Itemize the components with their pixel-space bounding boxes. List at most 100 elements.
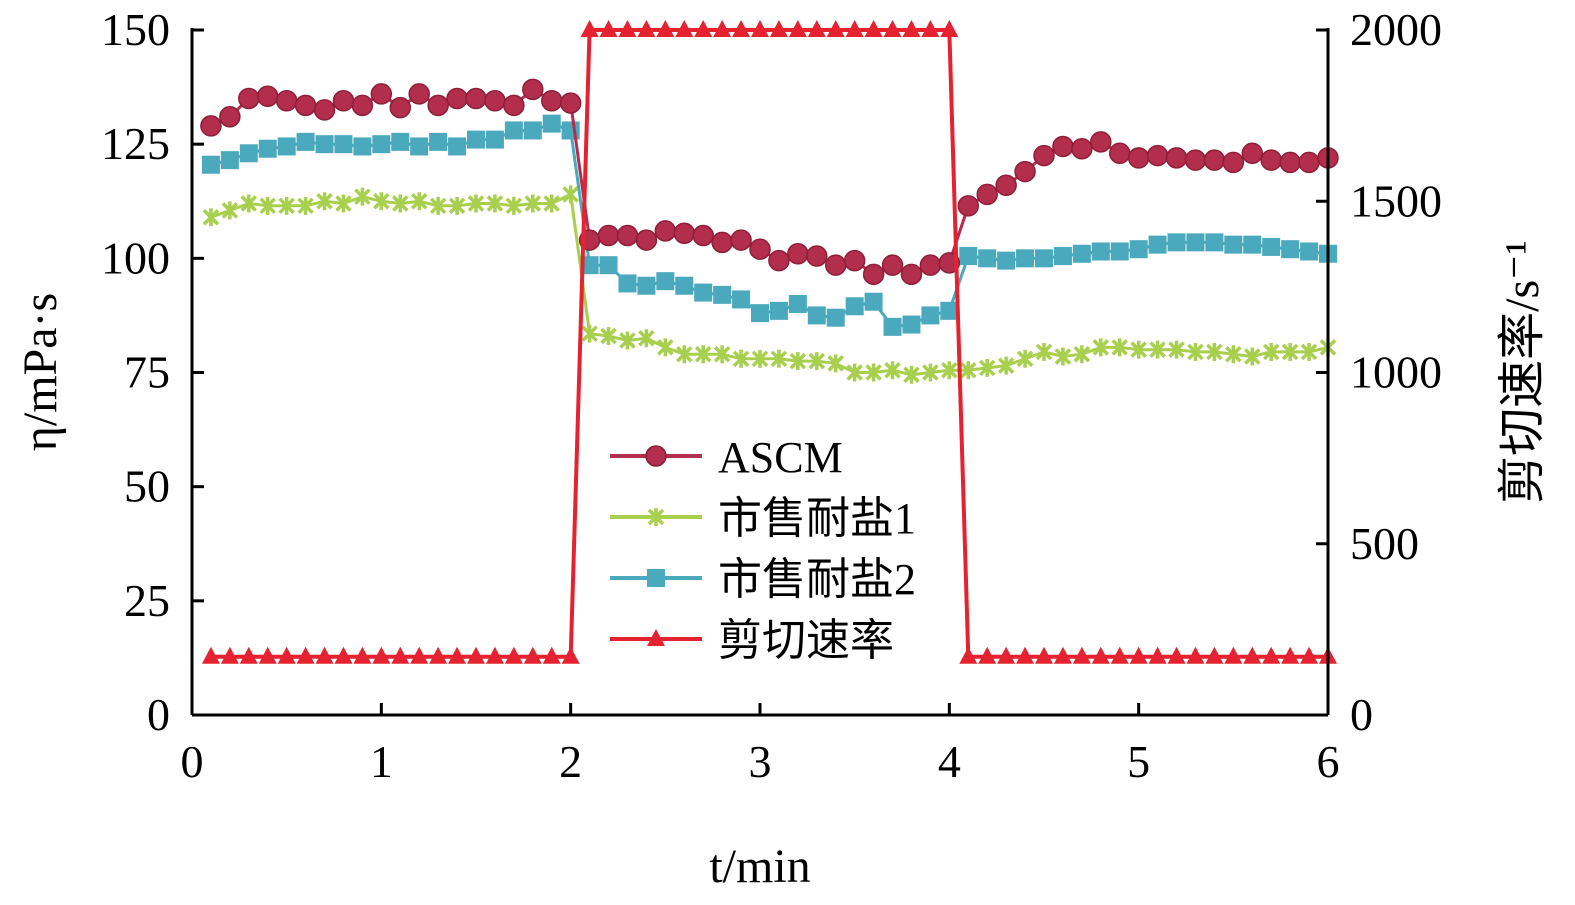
data-point bbox=[372, 135, 391, 154]
data-point bbox=[1243, 235, 1262, 254]
data-point bbox=[862, 263, 885, 286]
data-point bbox=[1130, 340, 1147, 359]
data-point bbox=[843, 249, 866, 272]
data-point bbox=[807, 20, 826, 37]
data-point bbox=[619, 331, 636, 350]
x-tick-label: 4 bbox=[938, 736, 961, 787]
data-point bbox=[826, 308, 845, 327]
data-point bbox=[1110, 646, 1129, 664]
data-point bbox=[599, 20, 618, 37]
data-point bbox=[1205, 233, 1224, 252]
data-point bbox=[485, 646, 504, 664]
data-point bbox=[202, 208, 220, 227]
y-left-tick-label: 75 bbox=[124, 347, 170, 398]
data-point bbox=[1092, 338, 1110, 357]
data-point bbox=[504, 646, 523, 664]
data-point bbox=[732, 20, 751, 37]
data-point bbox=[408, 83, 430, 105]
y-right-tick-label: 0 bbox=[1350, 689, 1373, 740]
data-point bbox=[1127, 147, 1150, 169]
series-4 bbox=[201, 20, 1337, 664]
data-point bbox=[1224, 235, 1243, 254]
data-point bbox=[959, 646, 978, 664]
data-point bbox=[238, 87, 260, 110]
data-point bbox=[673, 222, 696, 244]
data-point bbox=[995, 174, 1017, 197]
data-point bbox=[788, 20, 807, 37]
data-point bbox=[654, 220, 677, 242]
data-point bbox=[846, 363, 863, 382]
data-point bbox=[921, 306, 940, 325]
legend-label: ASCM bbox=[718, 433, 843, 482]
data-point bbox=[675, 276, 694, 295]
data-point bbox=[561, 646, 580, 664]
series-1 bbox=[200, 78, 1339, 286]
data-point bbox=[883, 317, 902, 336]
data-point bbox=[807, 306, 826, 325]
data-point bbox=[503, 94, 525, 117]
data-point bbox=[484, 90, 506, 112]
data-point bbox=[220, 151, 239, 170]
legend-label: 剪切速率 bbox=[718, 616, 894, 665]
data-point bbox=[373, 192, 390, 211]
data-point bbox=[1281, 240, 1300, 259]
data-point bbox=[1225, 345, 1242, 364]
data-point bbox=[597, 224, 620, 247]
data-point bbox=[523, 121, 542, 140]
data-point bbox=[770, 349, 788, 368]
data-point bbox=[616, 224, 639, 247]
data-point bbox=[787, 243, 809, 265]
data-point bbox=[637, 276, 656, 295]
data-point bbox=[239, 646, 258, 664]
data-point bbox=[275, 90, 298, 112]
data-point bbox=[618, 20, 637, 37]
data-point bbox=[711, 231, 733, 254]
data-point bbox=[1260, 149, 1282, 171]
data-point bbox=[1110, 242, 1129, 261]
data-point bbox=[997, 356, 1015, 375]
legend-item: 市售耐盐1 bbox=[610, 494, 916, 543]
data-point bbox=[638, 329, 655, 348]
data-point bbox=[902, 20, 921, 37]
data-point bbox=[618, 274, 637, 293]
data-point bbox=[1052, 135, 1074, 158]
data-point bbox=[392, 194, 409, 213]
legend-marker bbox=[647, 508, 665, 526]
y-left-tick-label: 50 bbox=[124, 461, 170, 512]
data-point bbox=[353, 646, 372, 664]
data-point bbox=[220, 646, 239, 664]
data-point bbox=[351, 94, 374, 117]
data-point bbox=[580, 256, 599, 275]
data-point bbox=[1243, 646, 1262, 664]
y-right-tick-label: 1500 bbox=[1350, 175, 1442, 226]
data-point bbox=[730, 229, 752, 251]
data-point bbox=[976, 183, 998, 206]
data-point bbox=[732, 290, 751, 309]
data-point bbox=[427, 94, 449, 117]
data-point bbox=[827, 354, 844, 373]
data-point bbox=[978, 646, 997, 664]
data-point bbox=[1090, 131, 1112, 153]
data-point bbox=[523, 646, 542, 664]
y-left-tick-label: 125 bbox=[101, 118, 170, 169]
data-point bbox=[354, 187, 371, 206]
data-point bbox=[1281, 342, 1299, 361]
data-point bbox=[1016, 249, 1035, 268]
data-point bbox=[768, 249, 790, 272]
x-tick-label: 6 bbox=[1317, 736, 1340, 787]
data-point bbox=[316, 192, 333, 211]
data-point bbox=[1149, 340, 1166, 359]
data-point bbox=[978, 358, 996, 377]
data-point bbox=[694, 345, 712, 364]
data-point bbox=[258, 139, 277, 158]
data-point bbox=[294, 94, 317, 117]
data-point bbox=[1205, 646, 1224, 664]
data-point bbox=[751, 304, 769, 323]
data-point bbox=[1167, 646, 1186, 664]
data-point bbox=[1035, 342, 1053, 361]
data-point bbox=[277, 137, 296, 156]
data-point bbox=[1016, 349, 1034, 368]
data-point bbox=[201, 646, 220, 664]
data-point bbox=[258, 646, 277, 664]
